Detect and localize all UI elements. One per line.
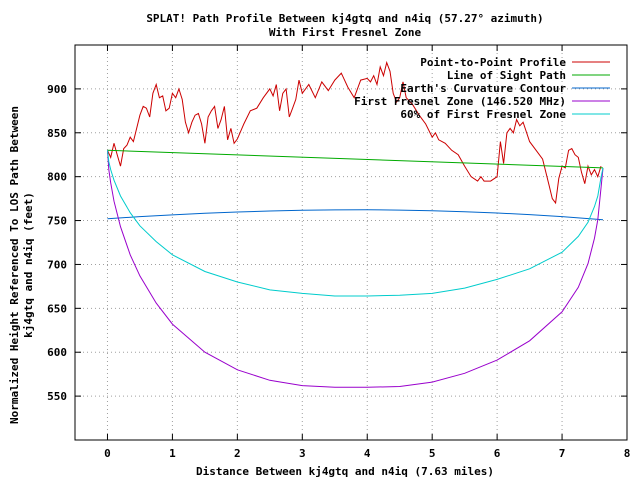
chart-title: SPLAT! Path Profile Between kj4gtq and n… [146, 12, 543, 25]
x-tick-label: 3 [299, 447, 306, 460]
grid-layer [75, 45, 628, 440]
legend-label-line-of-sight-path: Line of Sight Path [447, 69, 566, 82]
legend-label-point-to-point-profile: Point-to-Point Profile [420, 56, 566, 69]
series-line-point-to-point-profile [107, 60, 602, 205]
legend-label-earth-s-curvature-contour: Earth's Curvature Contour [400, 82, 566, 95]
x-tick-label: 8 [624, 447, 631, 460]
x-tick-label: 1 [169, 447, 176, 460]
y-tick-label: 900 [47, 83, 67, 96]
x-tick-label: 6 [494, 447, 501, 460]
y-axis-title-group: Normalized Height Referenced To LOS Path… [8, 106, 35, 424]
x-tick-label: 0 [104, 447, 111, 460]
x-tick-label: 5 [429, 447, 436, 460]
y-tick-label: 850 [47, 127, 67, 140]
chart-subtitle: With First Fresnel Zone [269, 26, 422, 39]
y-tick-label: 750 [47, 215, 67, 228]
plot-frame [74, 44, 628, 441]
legend-label-60-of-first-fresnel-zone: 60% of First Fresnel Zone [400, 108, 566, 121]
legend-label-first-fresnel-zone-146-520-mhz: First Fresnel Zone (146.520 MHz) [354, 95, 566, 108]
y-tick-label: 650 [47, 302, 67, 315]
y-axis-title-line2: kj4gtq and n4iq (feet) [22, 192, 35, 338]
x-axis-title: Distance Between kj4gtq and n4iq (7.63 m… [196, 465, 494, 478]
tick-layer: 0 1 2 3 4 5 6 7 8 550 600 650 700 750 800 850 900 [47, 45, 630, 460]
plot-layer [107, 60, 604, 388]
series-line-first-fresnel-zone-146-520-mhz [107, 150, 604, 388]
y-tick-label: 700 [47, 258, 67, 271]
y-tick-label: 800 [47, 171, 67, 184]
y-axis-title-line1: Normalized Height Referenced To LOS Path… [8, 106, 21, 424]
chart-title-group: SPLAT! Path Profile Between kj4gtq and n… [146, 12, 543, 39]
series-line-earth-s-curvature-contour [107, 209, 604, 221]
x-tick-label: 2 [234, 447, 241, 460]
y-tick-label: 550 [47, 390, 67, 403]
x-tick-label: 7 [559, 447, 566, 460]
series-line-line-of-sight-path [107, 149, 604, 169]
x-tick-label: 4 [364, 447, 371, 460]
series-line-60-of-first-fresnel-zone [107, 150, 604, 297]
y-tick-label: 600 [47, 346, 67, 359]
